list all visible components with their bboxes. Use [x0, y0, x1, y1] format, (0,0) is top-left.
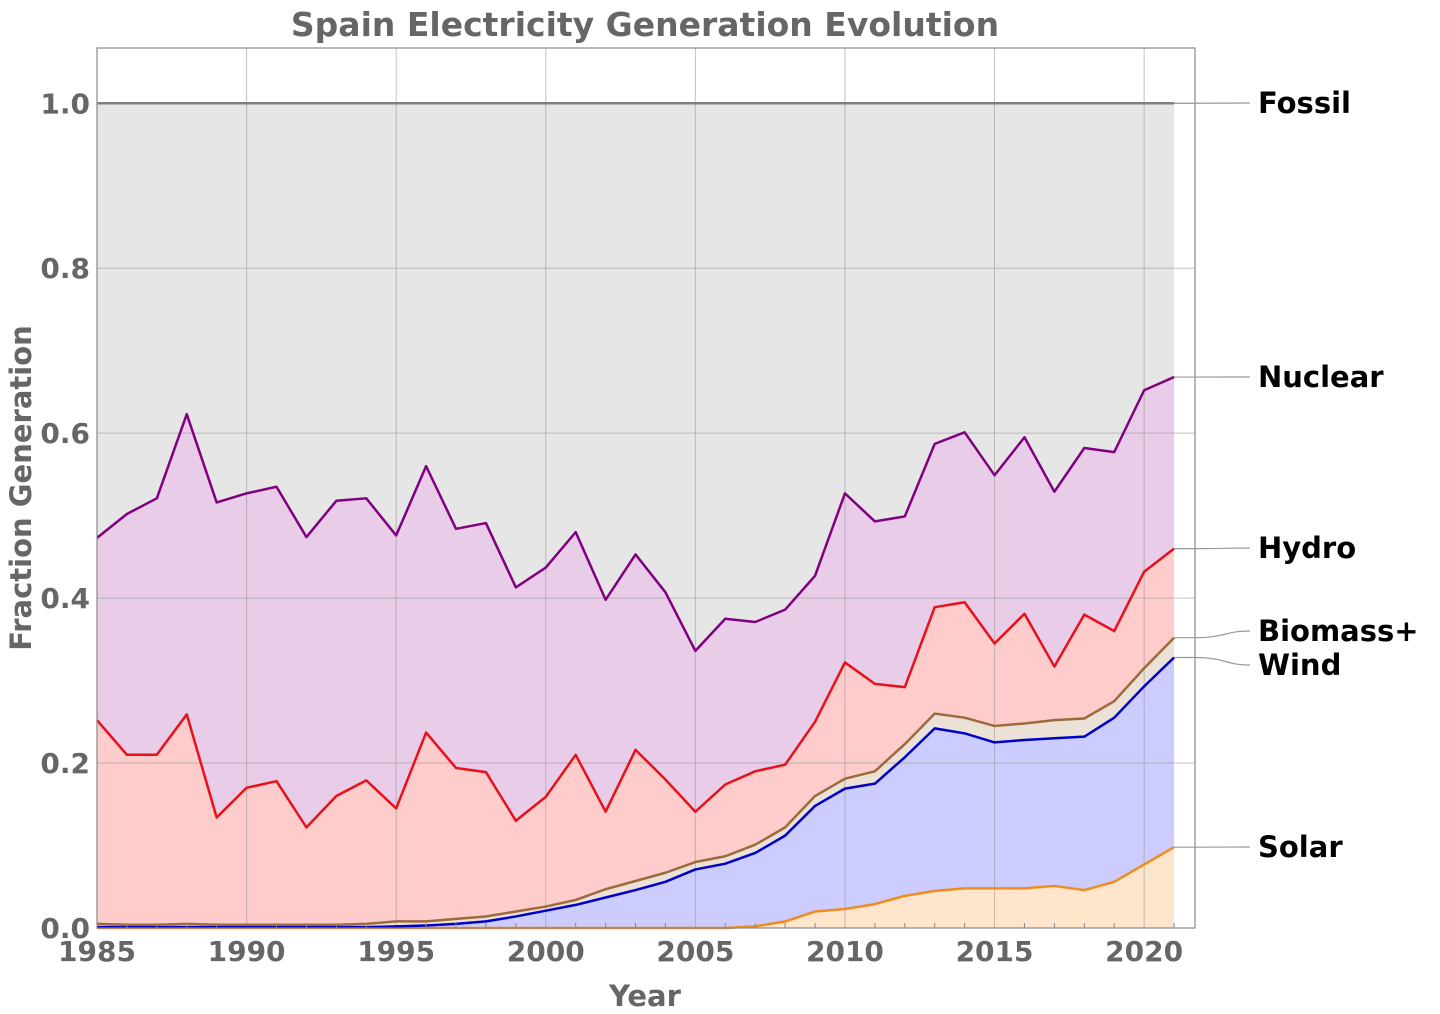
wind-area: [97, 657, 1175, 928]
x-tick-label: 2015: [956, 935, 1034, 968]
x-tick-label: 1985: [58, 935, 136, 968]
nuclear-area: [97, 377, 1175, 828]
solar-series-label: Solar: [1258, 830, 1343, 864]
y-tick-label: 0.4: [40, 582, 90, 615]
hydro-area: [97, 548, 1175, 925]
wind-series-label: Wind: [1258, 648, 1341, 682]
x-tick-label: 1990: [208, 935, 286, 968]
biomass-leader-line: [1174, 630, 1251, 639]
x-tick-label: 2010: [806, 935, 884, 968]
x-tick-label: 2005: [656, 935, 734, 968]
x-tick-label: 2000: [507, 935, 585, 968]
y-tick-label: 0.2: [40, 747, 90, 780]
wind-leader-line: [1174, 656, 1251, 666]
x-tick-label: 1995: [357, 935, 435, 968]
biomass-series-label: Biomass+: [1258, 614, 1419, 648]
solar-area: [97, 847, 1175, 928]
x-tick-label: 2020: [1105, 935, 1183, 968]
y-tick-label: 1.0: [40, 87, 90, 120]
hydro-line: [96, 547, 1175, 829]
x-axis-label: Year: [608, 979, 682, 1013]
y-axis-label: Fraction Generation: [4, 325, 38, 651]
plot-frame: [96, 47, 1196, 929]
fossil-series-label: Fossil: [1258, 86, 1351, 120]
hydro-leader-line: [1174, 547, 1251, 550]
nuclear-line: [96, 375, 1175, 653]
y-tick-label: 0.6: [40, 417, 90, 450]
hydro-series-label: Hydro: [1258, 531, 1356, 565]
chart-title: Spain Electricity Generation Evolution: [291, 5, 999, 44]
nuclear-series-label: Nuclear: [1258, 360, 1384, 394]
y-tick-label: 0.8: [40, 252, 90, 285]
y-tick-label: 0.0: [40, 912, 90, 945]
